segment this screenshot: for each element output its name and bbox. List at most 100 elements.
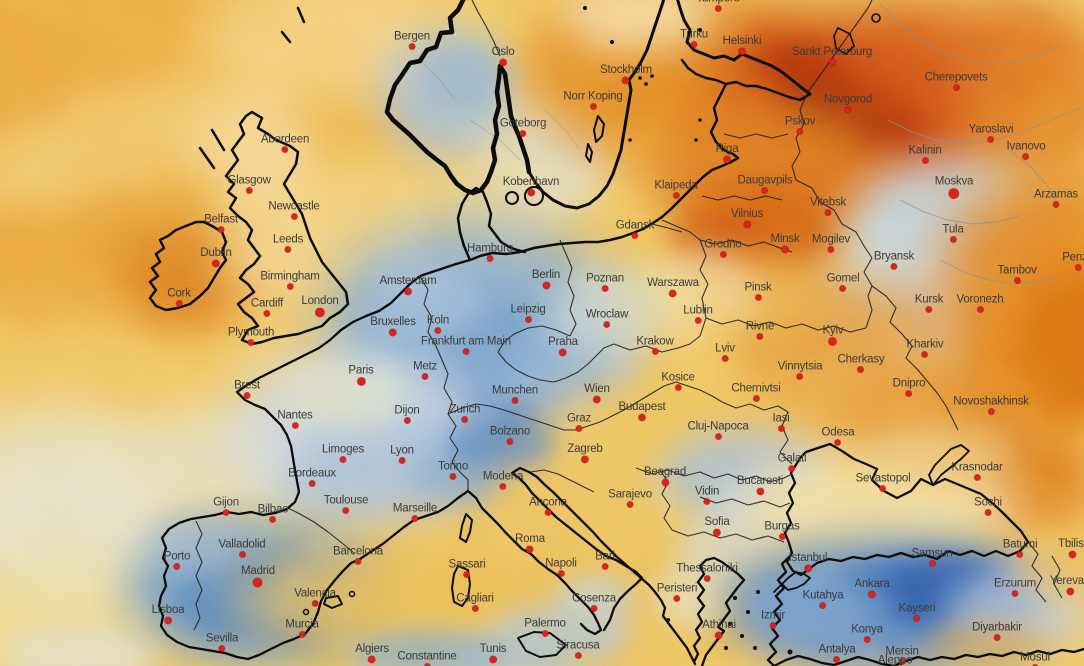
city-marker <box>1066 588 1074 596</box>
city-label: Algiers <box>355 642 389 655</box>
city-marker <box>244 392 250 399</box>
city-marseille: Marseille <box>393 502 437 522</box>
city-gijon: Gijon <box>213 496 239 516</box>
city-torino: Torino <box>438 460 468 480</box>
city-label: Mersin <box>885 645 919 658</box>
city-valencia: Valencia <box>294 587 336 607</box>
city-label: Kyiv <box>822 324 844 337</box>
city-marker <box>263 310 270 317</box>
city-marker <box>422 373 428 380</box>
city-marker <box>828 59 836 67</box>
city-label: Helsinki <box>722 34 762 47</box>
city-aleppo: Aleppo <box>878 654 913 666</box>
city-label: Diyarbakir <box>972 621 1022 634</box>
city-marker <box>222 509 229 516</box>
city-label: Pskov <box>784 115 816 128</box>
city-diyarbakir: Diyarbakir <box>972 621 1022 641</box>
city-odesa: Odesa <box>822 426 855 446</box>
city-bari: Bari <box>595 550 615 570</box>
city-label: Wien <box>584 382 610 395</box>
city-label: Thessaloniki <box>676 562 738 575</box>
city-krasnodar: Krasnodar <box>951 461 1003 481</box>
city-marker <box>921 351 928 358</box>
city-kayseri: Kayseri <box>899 602 936 622</box>
city-label: Konya <box>851 623 883 636</box>
city-label: Hamburg <box>467 242 513 255</box>
city-marker <box>389 329 397 337</box>
city-sevilla: Sevilla <box>206 632 238 652</box>
city-label: Mosul <box>1020 651 1050 664</box>
city-marker <box>738 48 746 56</box>
city-warszawa: Warszawa <box>647 277 699 298</box>
city-marker <box>602 563 608 570</box>
city-marker <box>499 59 507 67</box>
city-rivne: Rivne <box>746 320 774 340</box>
city-label: Penza <box>1062 251 1084 264</box>
city-beograd: Beograd <box>644 466 686 487</box>
city-hamburg: Hamburg <box>467 242 513 262</box>
city-modena: Modena <box>483 470 523 490</box>
city-marker <box>412 515 418 522</box>
city-label: Sochi <box>974 496 1002 509</box>
city-label: Porto <box>163 550 191 563</box>
city-batumi: Batumi <box>1003 538 1037 558</box>
city-label: Tbilisi <box>1058 537 1084 550</box>
city-marker <box>404 288 412 296</box>
city-marker <box>299 631 305 638</box>
city-napoli: Napoli <box>545 557 577 577</box>
city-marker <box>545 509 551 516</box>
city-label: Dublin <box>200 246 232 259</box>
city-cluj-napoca: Cluj-Napoca <box>687 420 749 440</box>
city-marker <box>591 605 597 612</box>
city-label: Koln <box>426 314 450 327</box>
city-label: Gomel <box>826 272 860 285</box>
city-marker <box>463 348 469 355</box>
city-label: Yaroslavi <box>968 123 1014 136</box>
city-label: Lublin <box>683 304 713 317</box>
city-label: Ancona <box>529 496 567 509</box>
city-graz: Graz <box>567 412 591 432</box>
city-marker <box>844 106 851 113</box>
city-marker <box>315 308 325 318</box>
city-frankfurt-am-main: Frankfurt am Main <box>421 335 511 355</box>
city-kosice: Kosice <box>661 371 695 391</box>
city-label: Zurich <box>449 403 481 416</box>
city-praha: Praha <box>548 336 578 357</box>
city-label: Siracusa <box>556 639 600 652</box>
city-marker <box>542 282 550 290</box>
city-marker <box>714 433 721 440</box>
city-yaroslavi: Yaroslavi <box>968 123 1014 143</box>
city-marker <box>461 416 468 423</box>
city-wien: Wien <box>584 382 610 404</box>
city-dijon: Dijon <box>394 404 420 424</box>
city-label: Bordeaux <box>288 467 336 480</box>
city-label: Vitebsk <box>809 196 847 209</box>
city-marker <box>217 226 224 233</box>
city-tunis: Tunis <box>480 643 507 664</box>
city-porto: Porto <box>163 550 191 570</box>
city-marker <box>212 260 220 268</box>
city-label: Kharkiv <box>906 338 944 351</box>
city-label: Samsun <box>911 547 953 560</box>
city-marker <box>339 456 346 463</box>
city-marker <box>973 474 980 481</box>
city-kutahya: Kutahya <box>803 589 844 609</box>
city-label: Lisboa <box>151 603 185 616</box>
city-marker <box>952 84 959 91</box>
city-sarajevo: Sarajevo <box>608 488 652 508</box>
city-marker <box>880 485 886 492</box>
city-konya: Konya <box>851 623 883 643</box>
city-antalya: Antalya <box>819 643 856 663</box>
city-ancona: Ancona <box>529 496 567 516</box>
city-marker <box>524 316 531 323</box>
city-lyon: Lyon <box>390 444 414 464</box>
city-palermo: Palermo <box>524 617 566 637</box>
city-stockholm: Stockholm <box>600 64 652 85</box>
city-label: Vidin <box>694 485 720 498</box>
city-marker <box>489 656 497 664</box>
city-label: Moskva <box>934 175 974 188</box>
city-ivanovo: Ivanovo <box>1007 140 1046 160</box>
city-lviv: Lviv <box>715 342 735 362</box>
city-label: Glasgow <box>227 174 271 187</box>
city-moskva: Moskva <box>934 175 974 199</box>
